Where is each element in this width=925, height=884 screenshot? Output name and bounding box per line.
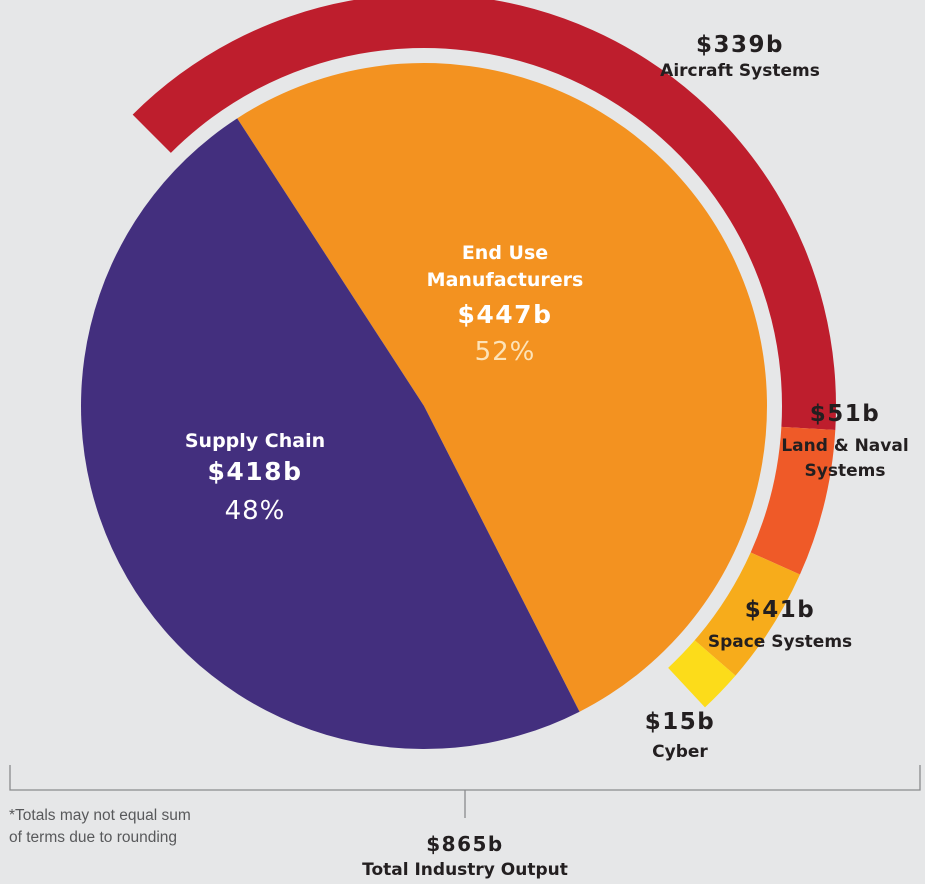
land-naval-name-line-2: Systems (804, 461, 886, 481)
supply-chain-name: Supply Chain (184, 430, 326, 452)
label-aircraft-systems: $339b Aircraft Systems (635, 31, 845, 84)
space-name: Space Systems (707, 632, 853, 652)
end-use-value: $447b (457, 300, 553, 329)
ring-segment-land-naval (750, 426, 836, 575)
ring-segment-space (694, 552, 800, 676)
footnote: *Totals may not equal sum of terms due t… (9, 805, 249, 849)
total-value: $865b (426, 832, 504, 856)
pie-slice-supply-chain (81, 118, 580, 749)
label-land-naval-systems: $51b Land & Naval Systems (765, 400, 925, 484)
label-end-use-manufacturers: End Use Manufacturers $447b 52% (390, 240, 620, 372)
total-label: Total Industry Output (362, 860, 568, 880)
label-space-systems: $41b Space Systems (690, 596, 870, 655)
supply-chain-value: $418b (207, 457, 303, 486)
aircraft-value: $339b (696, 32, 784, 58)
total-bracket (9, 765, 921, 791)
footnote-line-1: *Totals may not equal sum (9, 807, 191, 824)
end-use-name-line-1: End Use (461, 242, 549, 264)
cyber-name: Cyber (652, 742, 708, 762)
land-naval-value: $51b (809, 401, 881, 427)
ring-segment-aircraft (132, 0, 836, 430)
label-cyber: $15b Cyber (615, 708, 745, 765)
aircraft-name: Aircraft Systems (660, 61, 820, 81)
footnote-line-2: of terms due to rounding (9, 829, 178, 846)
land-naval-name-line-1: Land & Naval (781, 436, 909, 456)
label-supply-chain: Supply Chain $418b 48% (155, 428, 355, 531)
label-total: $865b Total Industry Output (330, 830, 600, 883)
supply-chain-percent: 48% (224, 496, 286, 526)
ring-segment-cyber (668, 640, 736, 708)
pie-slice-end-use (237, 62, 768, 712)
space-value: $41b (744, 597, 816, 623)
end-use-percent: 52% (474, 337, 536, 367)
cyber-value: $15b (644, 709, 716, 735)
end-use-name-line-2: Manufacturers (426, 269, 584, 291)
